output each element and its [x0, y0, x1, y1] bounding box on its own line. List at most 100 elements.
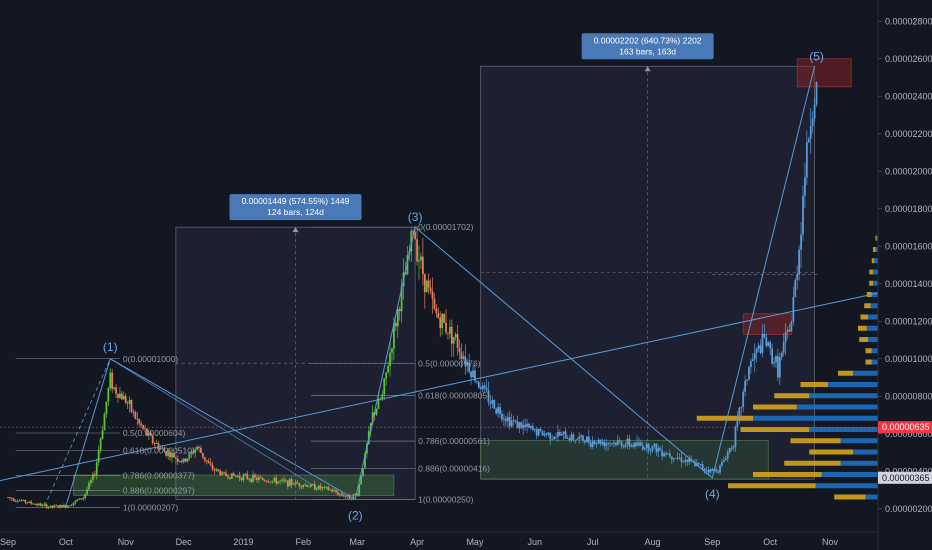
candle-body — [41, 504, 44, 506]
candle-body — [142, 425, 144, 429]
candle-body — [724, 458, 727, 461]
vp-up-bar — [774, 393, 810, 399]
candle-body — [740, 407, 743, 408]
candle-body — [418, 260, 420, 262]
candle-body — [269, 481, 272, 483]
candle-body — [794, 280, 797, 298]
candle-body — [815, 82, 818, 105]
candle-body — [657, 448, 660, 453]
candle-body — [55, 505, 58, 507]
candle-body — [109, 372, 112, 389]
candle-body — [223, 472, 226, 473]
candle-body — [487, 390, 490, 402]
candle-body — [51, 505, 54, 507]
candle-body — [146, 428, 148, 436]
candle-body — [688, 458, 691, 463]
candle-body — [761, 333, 764, 353]
candle-body — [200, 447, 202, 454]
candle-body — [429, 287, 432, 292]
candle-body — [394, 322, 397, 327]
vp-down-bar — [815, 483, 878, 489]
y-tick-label: 0.00001600 — [885, 241, 932, 251]
candle-body — [736, 417, 739, 427]
candle-body — [277, 481, 280, 484]
x-tick-label: Jun — [528, 537, 543, 547]
candle-body — [263, 479, 266, 482]
candle-body — [584, 440, 586, 443]
candle-body — [144, 428, 146, 430]
candle-body — [734, 426, 737, 447]
vp-up-bar — [790, 438, 841, 444]
candle-body — [61, 504, 63, 508]
candle-body — [30, 501, 33, 504]
x-tick-label: May — [466, 537, 484, 547]
candle-body — [82, 497, 85, 500]
candle-body — [63, 505, 65, 508]
vp-down-bar — [821, 472, 878, 477]
candle-body — [161, 447, 164, 449]
candle-body — [533, 429, 536, 430]
candle-body — [207, 461, 210, 464]
candle-body — [495, 408, 498, 414]
candle-body — [331, 489, 334, 492]
candle-body — [66, 505, 69, 508]
candle-body — [591, 441, 594, 447]
marker-price-tag-label: 0.00000365 — [882, 473, 930, 483]
candle-body — [659, 448, 662, 451]
candle-body — [813, 104, 816, 119]
candle-body — [431, 291, 434, 300]
candle-body — [790, 321, 793, 332]
candle-body — [661, 450, 664, 457]
candle-body — [518, 422, 521, 429]
candle-body — [491, 400, 494, 404]
candle-body — [792, 297, 795, 322]
candle-body — [76, 499, 79, 501]
vp-up-bar — [753, 472, 822, 477]
resistance-zone-top — [796, 58, 852, 88]
candle-body — [406, 255, 409, 275]
fib-right-label: 0.618(0.00000805) — [418, 390, 490, 400]
candle-body — [448, 326, 451, 334]
vp-down-bar — [871, 292, 878, 297]
candle-body — [184, 458, 187, 462]
candle-body — [628, 438, 631, 447]
candle-body — [603, 441, 606, 447]
y-tick-label: 0.00002400 — [885, 91, 932, 101]
candle-body — [288, 479, 291, 487]
candle-body — [647, 443, 650, 451]
candle-body — [711, 469, 714, 472]
candle-body — [630, 444, 633, 447]
fib-left-label: 0(0.00001000) — [123, 354, 178, 364]
candle-body — [273, 477, 276, 481]
candle-body — [501, 413, 503, 420]
candle-body — [188, 453, 191, 459]
current-price-tag-label: 0.00000635 — [882, 422, 930, 432]
candle-body — [460, 352, 463, 359]
fib-left-label: 1(0.00000207) — [123, 502, 178, 512]
fib-right-label: 0.5(0.00000976) — [418, 358, 481, 368]
candle-body — [198, 446, 200, 448]
candle-body — [641, 445, 644, 450]
candle-body — [777, 356, 779, 378]
candle-body — [275, 477, 278, 484]
candle-body — [37, 503, 40, 506]
candle-body — [219, 471, 222, 476]
candle-body — [578, 436, 581, 440]
candle-body — [335, 490, 337, 493]
candle-body — [701, 464, 704, 469]
candle-body — [20, 500, 23, 502]
wave-label: (3) — [408, 210, 423, 224]
candle-body — [767, 342, 770, 346]
fib-left-label: 0.618(0.00000510) — [123, 446, 195, 456]
candle-body — [117, 393, 119, 398]
candle-body — [541, 430, 544, 436]
candle-body — [319, 485, 322, 489]
candle-body — [640, 442, 642, 446]
candle-body — [213, 469, 216, 471]
candle-body — [246, 473, 249, 479]
candle-body — [381, 394, 384, 400]
candle-body — [151, 435, 154, 444]
candle-body — [344, 496, 347, 498]
candle-body — [315, 488, 318, 490]
